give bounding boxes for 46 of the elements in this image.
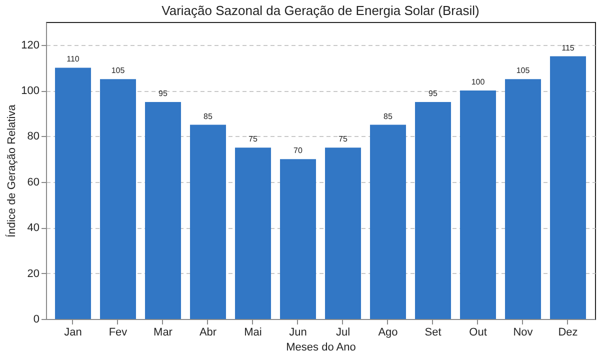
x-tick-label: Mai (244, 326, 262, 338)
x-tick-label: Abr (199, 326, 217, 338)
x-tick-label: Mar (154, 326, 173, 338)
y-axis-title: Índice de Geração Relativa (5, 104, 18, 238)
x-tick-label: Jun (289, 326, 307, 338)
bar (100, 79, 136, 319)
bar (325, 148, 361, 319)
data-label: 100 (471, 78, 486, 87)
bar (415, 102, 451, 319)
x-tick-label: Out (469, 326, 487, 338)
x-tick-label: Set (424, 326, 442, 338)
x-tick-label: Jul (336, 326, 350, 338)
data-label: 75 (338, 134, 348, 144)
x-tick-label: Fev (108, 326, 128, 338)
data-label: 70 (294, 146, 303, 156)
y-tick-label: 20 (27, 268, 40, 280)
chart-title: Variação Sazonal da Geração de Energia Solar (Brasil) (162, 3, 480, 18)
bar (370, 124, 406, 319)
data-label: 95 (158, 88, 168, 98)
bar (190, 124, 226, 319)
y-tick-label: 120 (21, 39, 40, 52)
bar (280, 159, 316, 319)
data-label: 115 (562, 43, 575, 52)
y-tick-label: 0 (33, 314, 40, 326)
y-tick-label: 60 (27, 176, 40, 188)
x-tick-label: Dez (558, 326, 578, 338)
y-tick-label: 40 (27, 222, 40, 234)
data-label: 105 (111, 66, 126, 76)
data-label: 110 (66, 54, 80, 64)
x-tick-label: Jan (64, 326, 82, 338)
y-tick-label: 80 (27, 130, 40, 143)
x-tick-label: Nov (513, 326, 534, 338)
y-tick-label: 100 (21, 85, 40, 98)
bar (460, 90, 496, 319)
bar (235, 148, 271, 319)
data-label: 95 (428, 88, 438, 98)
data-label: 85 (204, 112, 213, 121)
data-label: 75 (248, 134, 258, 144)
bar (55, 68, 91, 319)
bar (550, 56, 586, 319)
x-tick-label: Ago (378, 326, 398, 338)
data-label: 105 (516, 66, 530, 76)
bar (505, 79, 541, 319)
x-axis-title: Meses do Ano (286, 342, 356, 354)
bar (145, 102, 181, 319)
data-label: 85 (384, 112, 393, 121)
